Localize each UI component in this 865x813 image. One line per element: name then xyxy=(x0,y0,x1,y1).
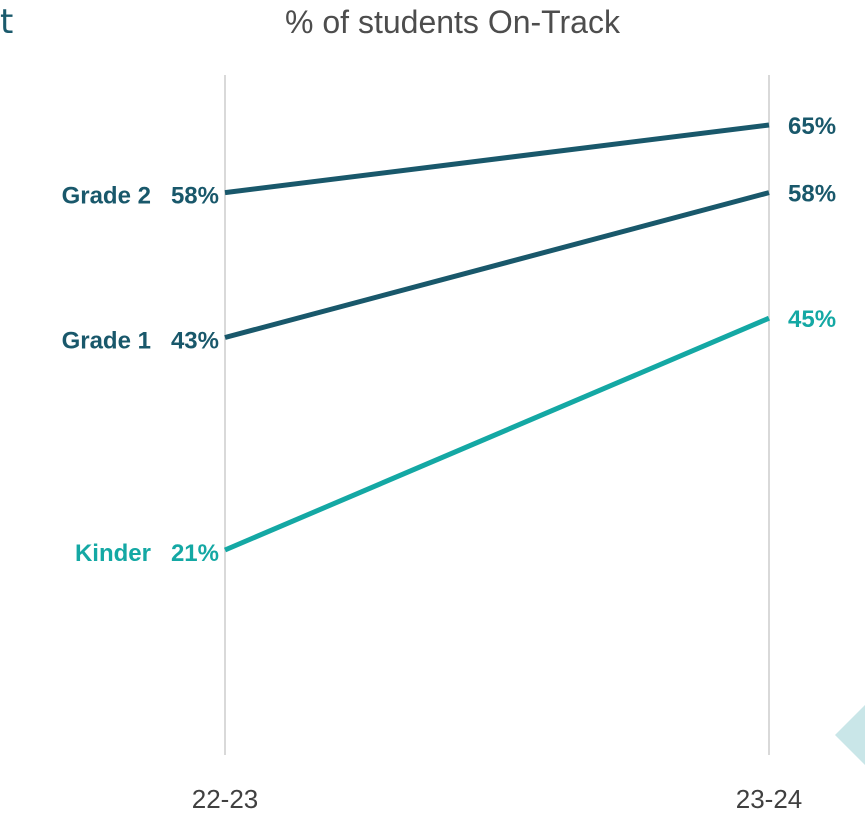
series-end-value: 45% xyxy=(788,306,836,333)
series-start-label: Kinder 21% xyxy=(75,540,219,567)
cropped-heading-fragment: t xyxy=(0,2,14,42)
x-tick-label: 22-23 xyxy=(192,784,259,813)
series-end-value: 58% xyxy=(788,181,836,208)
series-start-value: 21% xyxy=(171,540,219,567)
x-tick-label: 23-24 xyxy=(736,784,803,813)
series-start-label: Grade 1 43% xyxy=(62,328,219,355)
series-name-label: Grade 2 xyxy=(62,183,151,210)
chart-title: % of students On-Track xyxy=(285,4,620,40)
series-start-value: 43% xyxy=(171,328,219,355)
series-end-value: 65% xyxy=(788,113,836,140)
series-start-label: Grade 2 58% xyxy=(62,183,219,210)
series-line xyxy=(224,122,770,196)
series-name-label: Grade 1 xyxy=(62,328,151,355)
decorative-triangle-icon xyxy=(835,705,865,765)
series-line xyxy=(224,315,770,553)
series-name-label: Kinder xyxy=(75,540,151,567)
series-start-value: 58% xyxy=(171,183,219,210)
series-line xyxy=(224,190,770,340)
